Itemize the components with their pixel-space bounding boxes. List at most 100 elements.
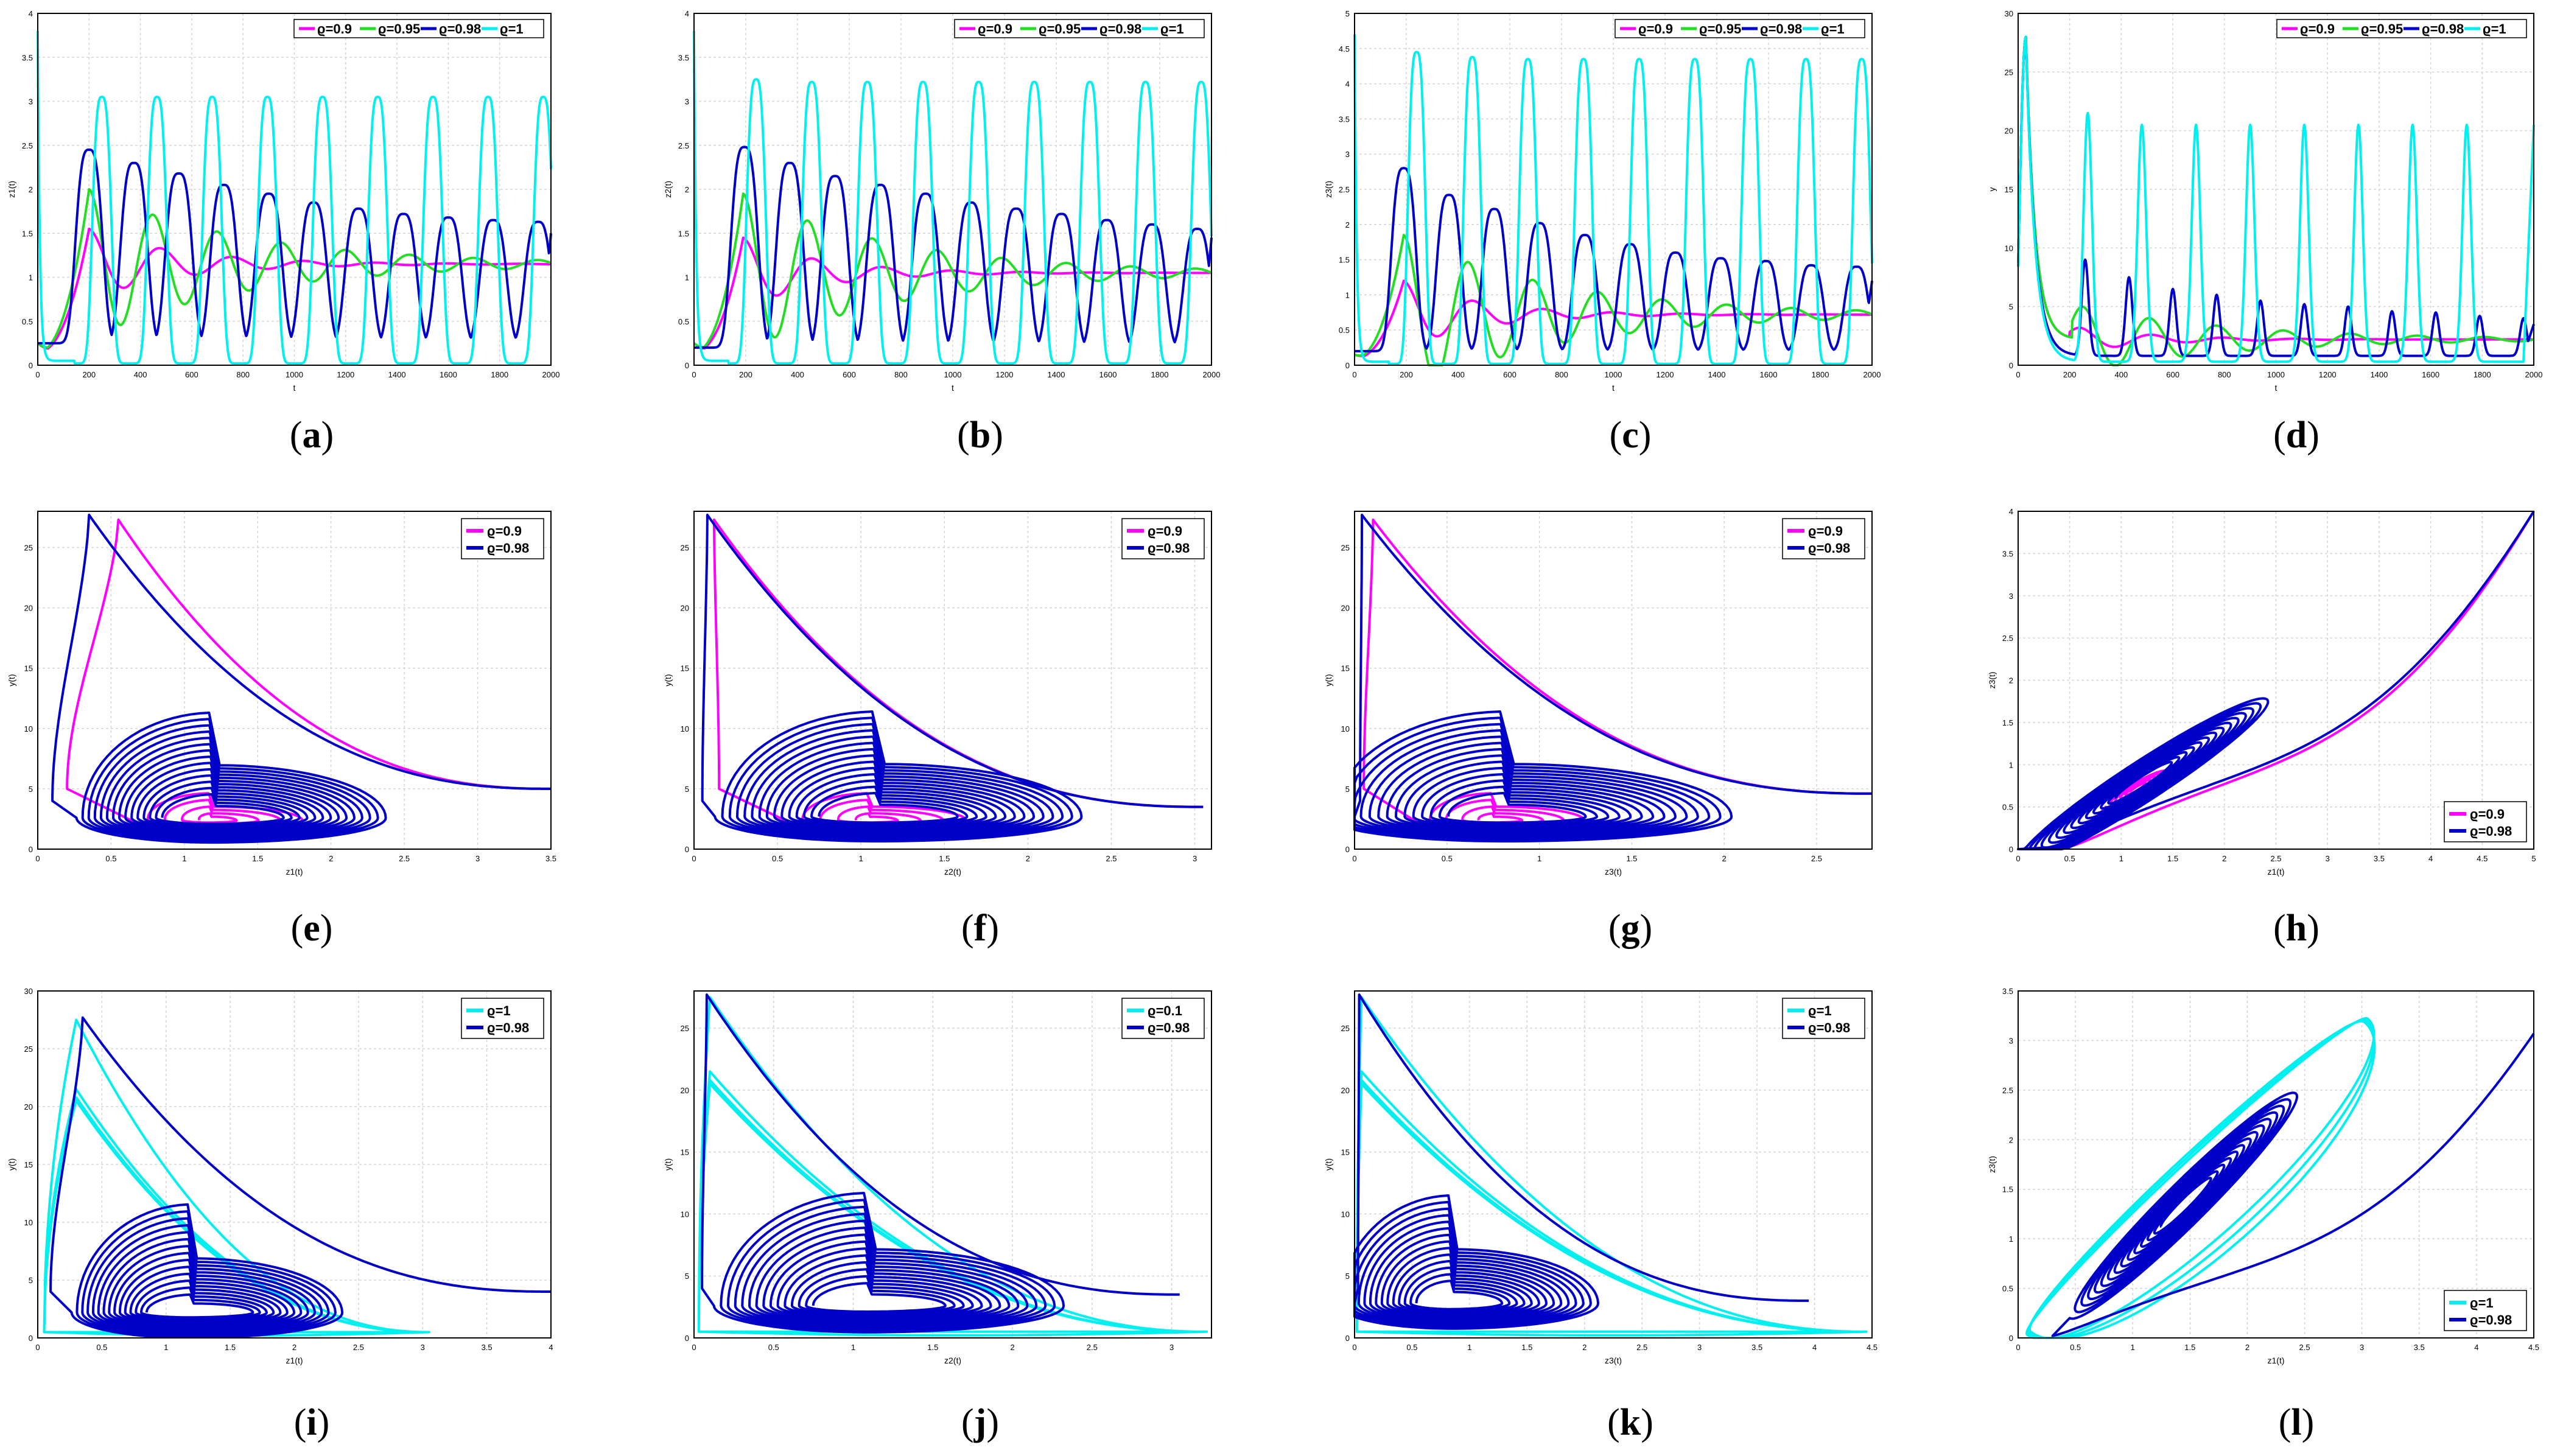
y-tick-label: 10 <box>24 724 33 733</box>
y-tick-label: 1 <box>685 273 689 282</box>
legend-box <box>2444 801 2527 842</box>
x-tick-label: 1 <box>1467 1343 1471 1352</box>
y-tick-label: 1.5 <box>22 229 33 238</box>
y-tick-label: 1 <box>1345 290 1350 299</box>
chart-panel-c: 0 200 400 600 800 1000 1200 1400 1600 1800 2000 0 0.… <box>1324 9 1881 456</box>
x-tick-label: 0.5 <box>1442 854 1453 863</box>
x-tick-label: 1.5 <box>1626 854 1637 863</box>
x-tick-label: 3.5 <box>482 1343 493 1352</box>
x-tick-label: 2.5 <box>1087 1343 1098 1352</box>
y-tick-label: 4 <box>685 9 689 18</box>
y-tick-label: 5 <box>685 1272 689 1281</box>
y-tick-label: 2.5 <box>2002 634 2013 643</box>
y-tick-label: 25 <box>24 543 33 552</box>
y-tick-label: 5 <box>685 785 689 794</box>
series-line <box>37 228 552 350</box>
legend-entry: ϱ=0.98 <box>1148 541 1190 556</box>
x-tick-label: 3 <box>2326 854 2330 863</box>
y-tick-label: 0 <box>29 845 33 854</box>
legend-entry: ϱ=1 <box>500 21 524 37</box>
x-tick-label: 1.5 <box>225 1343 236 1352</box>
x-tick-label: 1200 <box>996 370 1014 379</box>
chart-panel-d: 0 200 400 600 800 1000 1200 1400 1600 1800 2000 0 5 1… <box>1987 9 2542 456</box>
y-tick-label: 0 <box>2009 1334 2013 1343</box>
y-tick-label: 0 <box>1345 1334 1350 1343</box>
axes-frame <box>37 13 552 366</box>
y-tick-label: 1.5 <box>678 229 689 238</box>
x-tick-label: 3 <box>2360 1343 2364 1352</box>
x-tick-label: 1.5 <box>927 1343 938 1352</box>
x-tick-label: 200 <box>82 370 96 379</box>
x-tick-label: 5 <box>2531 854 2536 863</box>
y-tick-label: 25 <box>1341 1024 1350 1033</box>
y-axis-label: z3(t) <box>1987 1156 1997 1173</box>
y-tick-label: 25 <box>24 1045 33 1054</box>
x-tick-label: 2 <box>2245 1343 2249 1352</box>
y-tick-label: 4.5 <box>1339 44 1350 54</box>
y-tick-label: 2.5 <box>1339 185 1350 194</box>
y-tick-label: 5 <box>1345 9 1350 18</box>
series-line <box>2068 510 2535 848</box>
legend-box <box>1782 518 1865 559</box>
y-tick-label: 15 <box>681 1148 689 1157</box>
legend-entry: ϱ=0.9 <box>317 21 352 37</box>
x-tick-label: 2 <box>1026 854 1030 863</box>
legend-entry: ϱ=0.95 <box>1699 21 1741 37</box>
y-axis-label: y(t) <box>663 674 673 686</box>
y-tick-label: 3.5 <box>2002 549 2013 558</box>
x-tick-label: 4.5 <box>1867 1343 1878 1352</box>
chart-panel-l: 0 0.5 1 1.5 2 2.5 3 3.5 4 4.5 0 0.5 1 1.5 2 2.5 3 3.5 z1(t… <box>1987 987 2539 1443</box>
y-tick-label: 15 <box>681 664 689 673</box>
x-tick-label: 1.5 <box>1521 1343 1532 1352</box>
chart-panel-g: 0 0.5 1 1.5 2 2.5 0 5 10 15 20 25 z3(t) y(t) ϱ=0.9 ϱ=0.… <box>1324 511 1873 949</box>
legend-entry: ϱ=1 <box>1160 21 1184 37</box>
series-line <box>37 30 552 365</box>
x-tick-label: 0.5 <box>772 854 783 863</box>
y-axis-label: z1(t) <box>7 181 16 198</box>
x-tick-label: 1800 <box>1151 370 1169 379</box>
legend-box <box>1121 998 1205 1039</box>
x-tick-label: 400 <box>791 370 804 379</box>
legend-entry: ϱ=0.95 <box>1039 21 1081 37</box>
y-tick-label: 1 <box>2009 1234 2013 1244</box>
axes-frame <box>1354 13 1873 366</box>
legend-entry: ϱ=0.98 <box>439 21 481 37</box>
x-tick-label: 1.5 <box>2184 1343 2195 1352</box>
y-tick-label: 20 <box>1341 1086 1350 1095</box>
axes-frame <box>2018 13 2534 366</box>
x-tick-label: 400 <box>1451 370 1465 379</box>
x-tick-label: 2.5 <box>2270 854 2281 863</box>
x-tick-label: 2000 <box>542 370 560 379</box>
x-tick-label: 1800 <box>2474 370 2491 379</box>
legend-box <box>461 518 544 559</box>
legend-entry: ϱ=0.9 <box>1808 523 1843 539</box>
y-tick-label: 20 <box>1341 604 1350 613</box>
x-tick-label: 1400 <box>1708 370 1726 379</box>
y-tick-label: 10 <box>1341 724 1350 733</box>
x-tick-label: 0 <box>1352 1343 1356 1352</box>
x-tick-label: 400 <box>2115 370 2128 379</box>
y-axis-label: z3(t) <box>1987 672 1997 689</box>
x-tick-label: 2.5 <box>399 854 410 863</box>
series-line <box>2025 1017 2376 1339</box>
axes-frame <box>37 990 552 1339</box>
legend-entry: ϱ=0.1 <box>1148 1003 1182 1018</box>
legend-entry: ϱ=0.9 <box>978 21 1012 37</box>
y-tick-label: 2 <box>2009 676 2013 685</box>
y-axis-label: y(t) <box>7 1158 16 1171</box>
y-tick-label: 0 <box>2009 361 2013 370</box>
x-tick-label: 0.5 <box>2070 1343 2081 1352</box>
x-tick-label: 1400 <box>2370 370 2388 379</box>
chart-panel-k: 0 0.5 1 1.5 2 2.5 3 3.5 4 4.5 0 5 10 15 20 25 z3(t) y(t) ϱ… <box>1324 990 1878 1443</box>
y-axis-label: z2(t) <box>663 181 673 198</box>
x-tick-label: 1 <box>182 854 186 863</box>
series-line <box>2017 35 2535 357</box>
x-axis-label: z1(t) <box>286 867 303 877</box>
series-line <box>693 30 1213 365</box>
x-axis-label: z2(t) <box>944 867 961 877</box>
series-line <box>51 513 551 844</box>
y-tick-label: 1 <box>29 273 33 282</box>
y-tick-label: 3.5 <box>678 53 689 62</box>
legend-entry: ϱ=1 <box>1808 1003 1832 1018</box>
x-tick-label: 2 <box>1582 1343 1587 1352</box>
